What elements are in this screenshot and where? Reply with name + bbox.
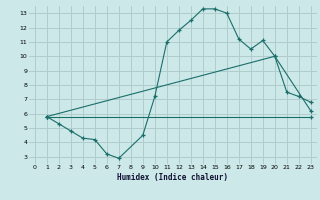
X-axis label: Humidex (Indice chaleur): Humidex (Indice chaleur) (117, 173, 228, 182)
